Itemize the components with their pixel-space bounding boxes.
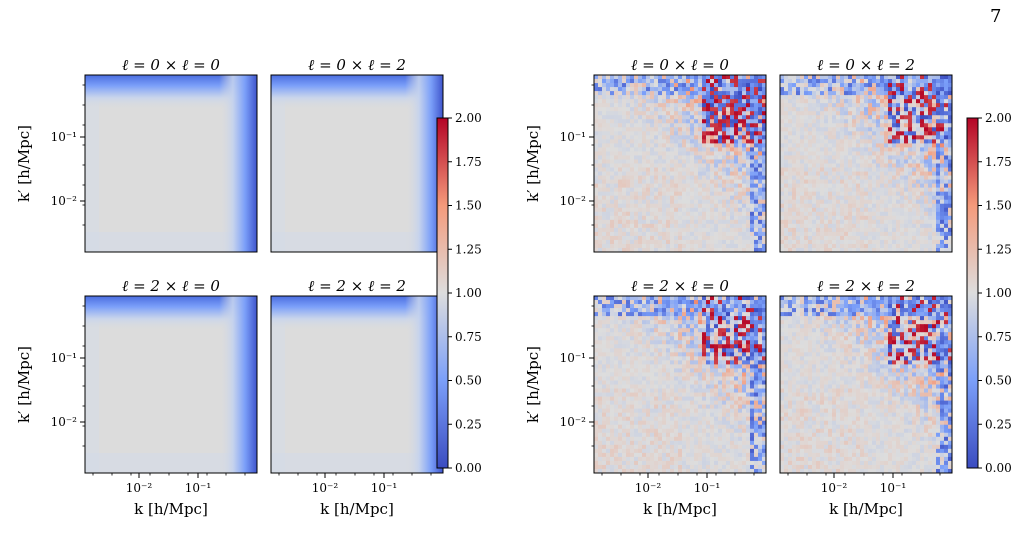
y-tick-label: 10⁻¹ (560, 130, 586, 144)
y-tick-label: 10⁻² (51, 415, 78, 429)
panel-frame (84, 74, 258, 253)
colorbar: 0.00 0.25 0.50 0.75 1.00 1.25 1.50 1.75 2.00 (436, 111, 482, 475)
panel-frame (779, 74, 953, 253)
y-axis-label: k′ [h/Mpc] (524, 125, 542, 202)
panel-frame (779, 295, 953, 474)
colorbar-tick-label: 1.25 (985, 242, 1012, 256)
panel-title: ℓ = 2 × ℓ = 2 (308, 277, 406, 295)
colorbar-tick-label: 0.25 (455, 417, 482, 431)
page-number: 7 (990, 6, 1002, 27)
y-axis-label: k′ [h/Mpc] (524, 346, 542, 423)
colorbar-tick-label: 0.00 (455, 461, 482, 475)
y-tick-label: 10⁻² (560, 415, 587, 429)
panel-frame (84, 295, 258, 474)
heatmap-image (85, 296, 257, 473)
heatmap-image (271, 75, 443, 252)
y-axis-label: k′ [h/Mpc] (15, 125, 33, 202)
colorbar: 0.00 0.25 0.50 0.75 1.00 1.25 1.50 1.75 2.00 (966, 111, 1012, 475)
y-axis-label: k′ [h/Mpc] (15, 346, 33, 423)
x-tick-label: 10⁻¹ (694, 481, 720, 495)
colorbar-tick-label: 0.75 (985, 330, 1012, 344)
colorbar-tick-label: 1.00 (455, 286, 482, 300)
panel-group-2: ℓ = 0 × ℓ = 010⁻¹10⁻²k′ [h/Mpc]ℓ = 0 × ℓ… (524, 56, 1012, 518)
panel-title: ℓ = 2 × ℓ = 2 (817, 277, 915, 295)
heatmap-image (594, 75, 767, 253)
x-axis-label: k [h/Mpc] (643, 500, 717, 518)
colorbar-tick-label: 0.75 (455, 330, 482, 344)
colorbar-tick-label: 1.75 (985, 155, 1012, 169)
colorbar-tick-label: 1.50 (455, 199, 482, 213)
panel-title: ℓ = 0 × ℓ = 2 (817, 56, 915, 74)
heatmap-panel: ℓ = 0 × ℓ = 2 (779, 56, 953, 253)
y-tick-label: 10⁻¹ (560, 351, 586, 365)
x-axis-label: k [h/Mpc] (134, 500, 208, 518)
colorbar-tick-label: 1.50 (985, 199, 1012, 213)
colorbar-tick-label: 0.00 (985, 461, 1012, 475)
colorbar-tick-label: 2.00 (985, 111, 1012, 125)
panel-title: ℓ = 2 × ℓ = 0 (122, 277, 220, 295)
colorbar-tick-label: 1.25 (455, 242, 482, 256)
colorbar-tick-label: 0.50 (985, 374, 1012, 388)
panel-title: ℓ = 0 × ℓ = 0 (122, 56, 220, 74)
heatmap-image (780, 75, 953, 253)
x-tick-label: 10⁻² (312, 481, 339, 495)
x-tick-label: 10⁻¹ (880, 481, 906, 495)
heatmap-panel: ℓ = 2 × ℓ = 2 10⁻² 10⁻¹ k [h/Mpc] (779, 277, 953, 518)
colorbar-gradient (966, 117, 979, 469)
colorbar-tick-label: 1.75 (455, 155, 482, 169)
heatmap-image (85, 75, 257, 252)
x-tick-label: 10⁻² (126, 481, 153, 495)
y-tick-label: 10⁻¹ (51, 130, 77, 144)
x-tick-label: 10⁻¹ (185, 481, 211, 495)
x-axis-label: k [h/Mpc] (829, 500, 903, 518)
y-tick-label: 10⁻² (560, 194, 587, 208)
panel-title: ℓ = 0 × ℓ = 2 (308, 56, 406, 74)
heatmap-image (271, 296, 443, 473)
panel-title: ℓ = 2 × ℓ = 0 (631, 277, 729, 295)
colorbar-tick-label: 0.25 (985, 417, 1012, 431)
panel-frame (593, 74, 767, 253)
x-tick-label: 10⁻¹ (371, 481, 397, 495)
colorbar-tick-label: 0.50 (455, 374, 482, 388)
heatmap-panel: ℓ = 0 × ℓ = 2 (270, 56, 444, 253)
heatmap-panel: ℓ = 2 × ℓ = 0 10⁻¹ 10⁻² 10⁻² 10⁻¹ k [h/Mpc] k′… (15, 277, 258, 518)
heatmap-image (780, 296, 953, 474)
colorbar-gradient (436, 117, 449, 469)
colorbar-tick-label: 2.00 (455, 111, 482, 125)
heatmap-panel: ℓ = 2 × ℓ = 0 10⁻¹ 10⁻² 10⁻² 10⁻¹ k [h/Mpc] k′… (524, 277, 767, 518)
heatmap-panel: ℓ = 0 × ℓ = 0 10⁻¹ 10⁻² k′ [h/Mpc] (524, 56, 767, 253)
heatmap-panel: ℓ = 2 × ℓ = 2 10⁻² 10⁻¹ k [h/Mpc] (270, 277, 444, 518)
panel-title: ℓ = 0 × ℓ = 0 (631, 56, 729, 74)
x-axis-label: k [h/Mpc] (320, 500, 394, 518)
panel-group-1: ℓ = 0 × ℓ = 010⁻¹10⁻²k′ [h/Mpc]ℓ = 0 × ℓ… (15, 56, 482, 518)
y-tick-label: 10⁻¹ (51, 351, 77, 365)
panel-frame (593, 295, 767, 474)
x-tick-label: 10⁻² (821, 481, 848, 495)
heatmap-panel: ℓ = 0 × ℓ = 0 10⁻¹ 10⁻² k′ [h/Mpc] (15, 56, 258, 253)
y-tick-label: 10⁻² (51, 194, 78, 208)
x-tick-label: 10⁻² (635, 481, 662, 495)
colorbar-tick-label: 1.00 (985, 286, 1012, 300)
heatmap-image (594, 296, 767, 474)
